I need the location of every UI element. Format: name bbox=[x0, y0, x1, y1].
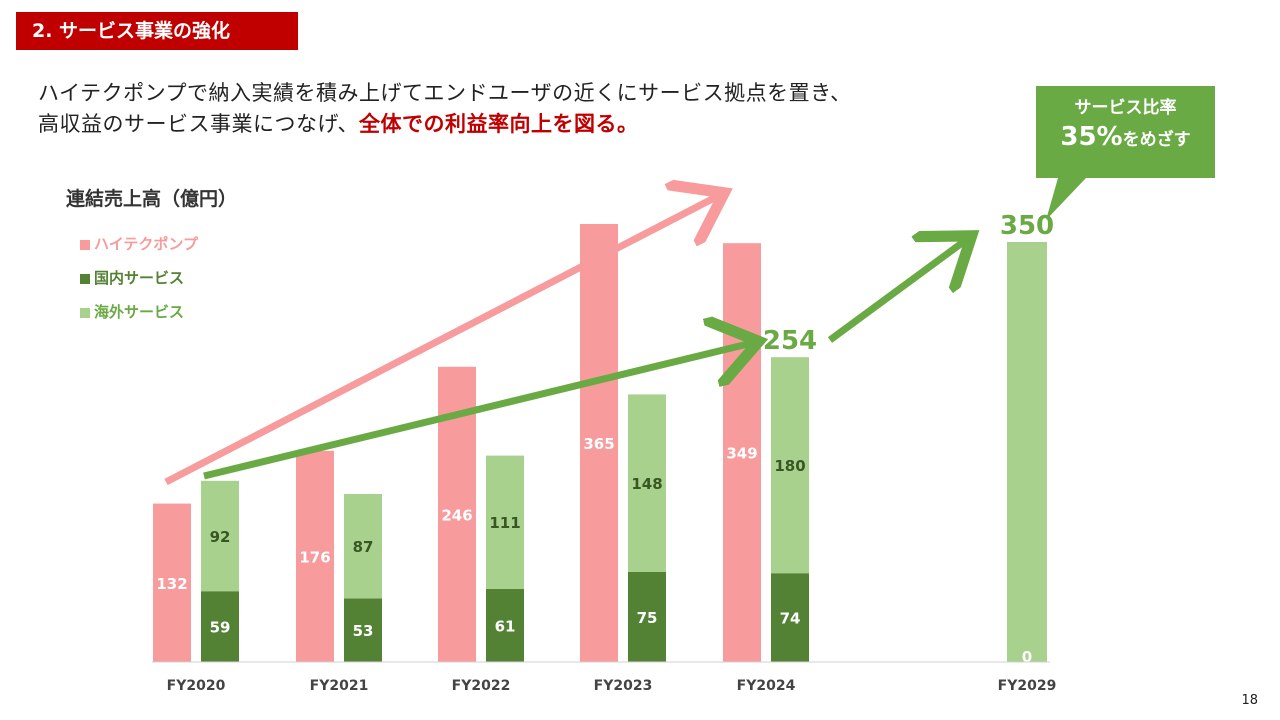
headline-line-2: 高収益のサービス事業につなげ、全体での利益率向上を図る。 bbox=[38, 109, 852, 140]
bar-overseas-FY2024 bbox=[771, 357, 809, 574]
chart-legend: ハイテクポンプ 国内サービス 海外サービス bbox=[80, 234, 198, 336]
callout-suffix: をめざす bbox=[1122, 130, 1191, 150]
x-tick-FY2029: FY2029 bbox=[998, 678, 1057, 694]
legend-item-overseas: 海外サービス bbox=[80, 302, 198, 336]
headline-line-1: ハイテクポンプで納入実績を積み上げてエンドユーザの近くにサービス拠点を置き、 bbox=[38, 81, 852, 105]
bar-hitech-FY2024 bbox=[723, 243, 761, 662]
legend-item-domestic: 国内サービス bbox=[80, 268, 198, 302]
bar-overseas-FY2020 bbox=[201, 480, 239, 592]
bar-overseas-FY2023 bbox=[628, 394, 666, 572]
label-overseas-FY2023: 148 bbox=[631, 475, 662, 493]
bar-domestic-FY2023 bbox=[628, 572, 666, 662]
label-hitech-FY2022: 246 bbox=[441, 506, 472, 524]
label-domestic-FY2022: 61 bbox=[495, 617, 516, 635]
legend-label-overseas: 海外サービス bbox=[94, 303, 185, 321]
legend-swatch-domestic bbox=[80, 273, 90, 284]
x-tick-FY2024: FY2024 bbox=[737, 678, 796, 694]
chart-labels: 132 92 59 FY2020 176 87 53 FY2021 246 111 61 FY2022… bbox=[156, 211, 1056, 694]
headline-line-2-prefix: 高収益のサービス事業につなげ、 bbox=[38, 112, 360, 136]
legend-label-hitech: ハイテクポンプ bbox=[94, 235, 198, 253]
callout-line-1: サービス比率 bbox=[1074, 98, 1177, 118]
label-overseas-FY2020: 92 bbox=[210, 528, 231, 546]
label-overseas-FY2024: 180 bbox=[774, 457, 805, 475]
headline: ハイテクポンプで納入実績を積み上げてエンドユーザの近くにサービス拠点を置き、 高… bbox=[38, 78, 852, 140]
bar-domestic-FY2021 bbox=[344, 598, 382, 662]
service-total-FY2024: 254 bbox=[763, 326, 817, 356]
legend-item-hitech: ハイテクポンプ bbox=[80, 234, 198, 268]
bar-overseas-FY2022 bbox=[486, 455, 524, 589]
hitech-growth-arrow bbox=[164, 196, 718, 486]
legend-label-domestic: 国内サービス bbox=[94, 269, 185, 287]
label-hitech-FY2023: 365 bbox=[583, 435, 614, 453]
label-hitech-FY2020: 132 bbox=[156, 575, 187, 593]
service-growth-arrow-1 bbox=[203, 343, 752, 480]
chart-bars bbox=[153, 224, 1047, 662]
x-tick-FY2023: FY2023 bbox=[594, 678, 653, 694]
label-overseas-FY2022: 111 bbox=[489, 514, 520, 532]
label-domestic-FY2024: 74 bbox=[780, 610, 801, 628]
x-tick-FY2020: FY2020 bbox=[167, 678, 226, 694]
callout-line-2: 35%をめざす bbox=[1036, 120, 1215, 157]
label-domestic-FY2029: 0 bbox=[1022, 648, 1032, 666]
label-hitech-FY2024: 349 bbox=[726, 445, 757, 463]
chart-title: 連結売上高（億円） bbox=[66, 188, 238, 210]
service-ratio-callout: サービス比率 35%をめざす bbox=[1036, 86, 1215, 178]
bar-hitech-FY2020 bbox=[153, 503, 191, 662]
x-tick-FY2021: FY2021 bbox=[310, 678, 369, 694]
label-domestic-FY2023: 75 bbox=[637, 609, 658, 627]
page-number: 18 bbox=[1241, 693, 1258, 708]
section-tag: 2. サービス事業の強化 bbox=[16, 12, 298, 50]
x-tick-FY2022: FY2022 bbox=[452, 678, 511, 694]
legend-swatch-hitech bbox=[80, 239, 90, 250]
service-total-FY2029: 350 bbox=[1000, 211, 1054, 241]
label-hitech-FY2021: 176 bbox=[299, 548, 330, 566]
bar-domestic-FY2020 bbox=[201, 591, 239, 662]
bar-hitech-FY2023 bbox=[580, 224, 618, 662]
bar-service-total-FY2029 bbox=[1007, 242, 1047, 662]
headline-emphasis: 全体での利益率向上を図る。 bbox=[359, 112, 639, 136]
legend-swatch-overseas bbox=[80, 307, 90, 318]
service-growth-arrow-2 bbox=[827, 240, 966, 343]
callout-number: 35% bbox=[1060, 122, 1123, 152]
bar-hitech-FY2021 bbox=[296, 450, 334, 662]
bar-domestic-FY2022 bbox=[486, 588, 524, 662]
bar-overseas-FY2021 bbox=[344, 494, 382, 599]
label-domestic-FY2021: 53 bbox=[353, 622, 374, 640]
label-domestic-FY2020: 59 bbox=[210, 619, 231, 637]
bar-domestic-FY2024 bbox=[771, 573, 809, 662]
label-overseas-FY2021: 87 bbox=[353, 538, 374, 556]
callout-tail bbox=[1046, 178, 1086, 220]
